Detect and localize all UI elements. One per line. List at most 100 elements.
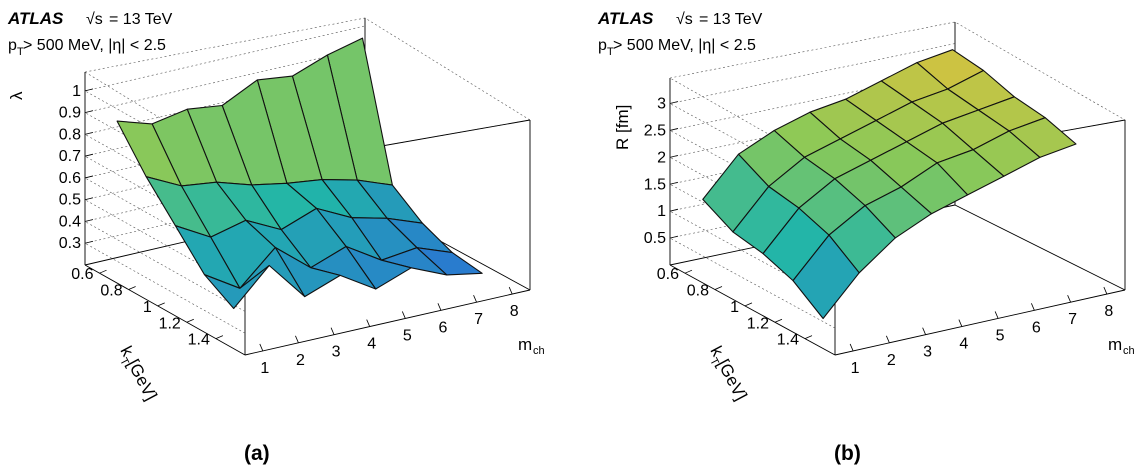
x-ticks-b: 1 2 3 4 5 6 7 8 <box>849 286 1113 377</box>
y-axis-label-sub: T <box>707 356 721 368</box>
y-tick-label: 0.8 <box>100 283 122 300</box>
panel-a: ATLAS √s = 13 TeV p T > 500 MeV, |η| < 2… <box>7 9 545 465</box>
z-tick-label: 0.7 <box>59 148 81 165</box>
sqrt-s-symbol: √s <box>86 11 103 28</box>
x-axis-label-b: m ch <box>1108 335 1135 357</box>
energy-label: = 13 TeV <box>109 11 173 28</box>
z-gridline <box>84 25 366 182</box>
z-ticks-b: 0.5 1 1.5 2 2.5 3 <box>644 96 679 247</box>
x-tick-mark <box>330 327 335 335</box>
z-tick-mark <box>84 153 94 157</box>
z-tick-mark <box>84 219 94 222</box>
x-tick-mark <box>295 335 299 343</box>
y-axis-label-sub: T <box>117 356 131 368</box>
z-tick-mark <box>669 128 679 131</box>
z-tick-mark <box>84 240 94 244</box>
sqrt-s-symbol: √s <box>676 11 693 28</box>
y-tick-mark <box>157 302 165 307</box>
z-axis-label-b: R [fm] <box>613 105 632 150</box>
y-tick-label: 1.2 <box>159 315 181 332</box>
y-tick-mark <box>684 269 693 274</box>
energy-label: = 13 TeV <box>699 11 763 28</box>
y-tick-label: 0.8 <box>687 283 709 300</box>
y-ticks-b: 0.6 0.8 1 1.2 1.4 <box>657 266 813 349</box>
z-tick-label: 0.5 <box>59 192 81 209</box>
x-tick-mark <box>1031 303 1035 311</box>
x-ticks-a: 1 2 3 4 5 6 7 8 <box>259 286 519 377</box>
z-tick-mark <box>669 101 679 104</box>
x-tick-label: 7 <box>1068 311 1077 328</box>
x-tick-mark <box>849 343 854 352</box>
z-tick-mark <box>84 175 94 179</box>
y-axis-label-post: [GeV] <box>714 356 751 403</box>
x-tick-mark <box>994 311 999 319</box>
x-tick-label: 6 <box>438 319 447 336</box>
y-tick-label: 1.2 <box>747 315 769 332</box>
y-axis-label-b: k T [GeV] <box>706 343 751 404</box>
z-tick-label: 0.3 <box>59 235 81 252</box>
y-axis-label-a: k T [GeV] <box>116 343 160 404</box>
z-tick-label: 1 <box>72 83 81 100</box>
x-tick-mark <box>473 295 477 303</box>
x-axis-label-sub: ch <box>1123 345 1135 357</box>
z-tick-label: 0.8 <box>59 126 81 143</box>
x-tick-mark <box>886 335 890 343</box>
y-tick-label: 1 <box>143 299 152 316</box>
atlas-label: ATLAS <box>597 9 654 28</box>
y-tick-label: 1 <box>730 299 739 316</box>
z-tick-label: 0.9 <box>59 105 81 122</box>
panel-label-a: (a) <box>244 442 270 465</box>
y-tick-mark <box>186 318 194 323</box>
x-tick-label: 3 <box>923 344 932 361</box>
z-tick-label: 1.5 <box>644 176 666 193</box>
z-tick-label: 0.5 <box>644 230 666 247</box>
x-tick-mark <box>958 319 963 327</box>
x-tick-label: 8 <box>1104 303 1113 320</box>
x-tick-label: 4 <box>959 336 968 353</box>
z-tick-label: 2 <box>657 149 666 166</box>
x-axis-label-sub: ch <box>533 345 545 357</box>
bottom-left-edge-a <box>84 264 246 356</box>
y-tick-mark <box>804 335 813 340</box>
x-tick-label: 5 <box>403 327 412 344</box>
y-ticks-a: 0.6 0.8 1 1.2 1.4 <box>71 266 224 349</box>
header-b: ATLAS √s = 13 TeV p T > 500 MeV, |η| < 2… <box>597 9 763 58</box>
z-gridline <box>84 47 366 203</box>
z-ticks-a: 0.3 0.4 0.5 0.6 0.7 0.8 0.9 1 <box>59 83 94 252</box>
x-tick-label: 6 <box>1032 319 1041 336</box>
x-axis-label-main: m <box>1108 335 1122 354</box>
cuts-label-sub: T <box>17 46 24 58</box>
y-tick-label: 0.6 <box>71 266 93 283</box>
surface-a <box>116 37 483 310</box>
z-tick-label: 0.6 <box>59 170 81 187</box>
floor-back-right-b <box>954 204 1126 291</box>
bottom-left-edge-b <box>669 264 836 356</box>
z-tick-mark <box>84 88 94 92</box>
z-tick-mark <box>84 197 94 201</box>
y-tick-mark <box>215 335 224 340</box>
x-tick-label: 7 <box>474 311 483 328</box>
cuts-label-post: > 500 MeV, |η| < 2.5 <box>613 37 756 54</box>
x-tick-mark <box>922 327 926 335</box>
x-tick-mark <box>366 319 371 327</box>
y-tick-mark <box>99 269 107 274</box>
x-axis-label-a: m ch <box>518 335 545 357</box>
z-tick-mark <box>669 181 679 185</box>
bottom-right-edge-a <box>244 289 531 356</box>
surface-cell <box>203 264 270 310</box>
z-tick-mark <box>84 132 94 135</box>
panel-b: ATLAS √s = 13 TeV p T > 500 MeV, |η| < 2… <box>597 9 1135 465</box>
z-axis-label-a: λ <box>7 91 26 100</box>
z-tick-label: 0.4 <box>59 213 81 230</box>
z-tick-mark <box>669 208 679 212</box>
cuts-label-post: > 500 MeV, |η| < 2.5 <box>23 37 166 54</box>
x-axis-label-main: m <box>518 335 532 354</box>
cuts-label-pre: p <box>598 37 607 54</box>
x-tick-label: 2 <box>296 352 305 369</box>
atlas-label: ATLAS <box>7 9 64 28</box>
x-tick-mark <box>437 303 442 311</box>
y-tick-mark <box>774 318 783 323</box>
header-a: ATLAS √s = 13 TeV p T > 500 MeV, |η| < 2… <box>7 9 173 58</box>
x-tick-label: 5 <box>996 327 1005 344</box>
